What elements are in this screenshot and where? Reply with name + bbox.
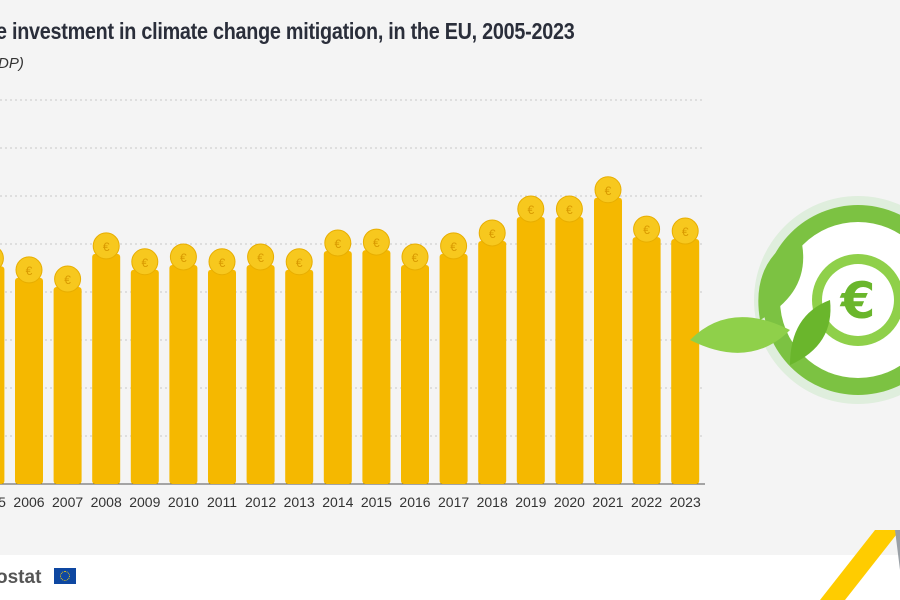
coin-icon (401, 243, 429, 271)
bar-2007 (53, 287, 82, 484)
chart-title: e investment in climate change mitigatio… (0, 18, 575, 44)
x-tick-label: 2021 (592, 494, 623, 510)
coin-icon (517, 195, 545, 223)
x-tick-label: 2005 (0, 494, 6, 510)
euro-icon: € (219, 256, 226, 270)
bar-2022 (632, 237, 661, 484)
x-tick-label: 2020 (554, 494, 585, 510)
x-tick-label: 2010 (168, 494, 199, 510)
coin-icon (169, 243, 197, 271)
x-tick-label: 2023 (670, 494, 701, 510)
euro-icon: € (412, 251, 419, 265)
coin-icon (324, 229, 352, 257)
euro-icon: € (489, 227, 496, 241)
euro-icon: € (643, 223, 650, 237)
coin-icon (131, 248, 159, 276)
euro-icon: € (180, 251, 187, 265)
euro-icon: € (64, 273, 71, 287)
x-tick-label: 2017 (438, 494, 469, 510)
decorative-stripe (820, 530, 900, 600)
coin-icon (633, 215, 661, 243)
x-tick-label: 2014 (322, 494, 353, 510)
coin-icon (362, 228, 390, 256)
coin-icon (285, 248, 313, 276)
coin-icon (671, 217, 699, 245)
x-tick-label: 2012 (245, 494, 276, 510)
euro-icon: € (103, 240, 110, 254)
bar-2021 (594, 197, 622, 484)
leaf-icon (758, 235, 804, 320)
x-tick-label: 2006 (13, 494, 44, 510)
x-tick-label: 2022 (631, 494, 662, 510)
x-tick-label: 2008 (91, 494, 122, 510)
footer: ostat (0, 530, 900, 600)
x-tick-label: 2011 (207, 494, 237, 510)
x-tick-label: 2009 (129, 494, 160, 510)
coin-icon (478, 219, 506, 247)
chart-subtitle: DP) (0, 55, 24, 72)
euro-icon: € (257, 251, 264, 265)
eurostat-logo: ostat (0, 567, 42, 588)
x-tick-label: 2016 (399, 494, 430, 510)
bar-2014 (323, 251, 352, 484)
euro-icon: € (840, 272, 876, 330)
eu-flag-icon (54, 568, 76, 584)
bar-2023 (671, 239, 700, 484)
euro-icon: € (605, 184, 612, 198)
bar-2013 (285, 269, 314, 484)
euro-icon: € (334, 237, 341, 251)
x-tick-label: 2019 (515, 494, 546, 510)
bar-2009 (130, 269, 159, 484)
coin-icon (440, 232, 468, 260)
euro-icon: € (373, 236, 380, 250)
bar-2012 (246, 264, 275, 484)
bar-2016 (401, 264, 429, 484)
euro-icon: € (566, 203, 573, 217)
x-tick-label: 2015 (361, 494, 392, 510)
coin-icon (555, 195, 583, 223)
bar-2015 (362, 250, 391, 484)
bar-2006 (15, 277, 43, 484)
bar-2005 (0, 266, 5, 484)
bar-2018 (478, 240, 507, 484)
x-tick-label: 2013 (284, 494, 315, 510)
coin-icon (92, 232, 120, 260)
coin-icon (0, 248, 4, 268)
coin-icon (208, 248, 236, 276)
bar-chart: € € € € € € € € € € € € € € € € € € € 2005 2006 2007 2008 2009… (0, 99, 900, 510)
coin-icon (15, 256, 43, 284)
coin-icon (594, 176, 622, 204)
euro-icon: € (296, 256, 303, 270)
leaf-icon (690, 317, 790, 353)
bar-2010 (169, 264, 198, 484)
euro-icon: € (527, 203, 534, 217)
bar-2017 (439, 253, 468, 484)
bar-2019 (516, 216, 545, 484)
coin-icon (247, 243, 275, 271)
x-tick-label: 2018 (477, 494, 508, 510)
bar-2020 (555, 216, 584, 484)
euro-icon: € (450, 240, 457, 254)
x-tick-label: 2007 (52, 494, 83, 510)
euro-leaf-illustration: € (690, 196, 900, 404)
euro-icon: € (26, 264, 33, 278)
euro-icon: € (682, 225, 689, 239)
bar-2011 (208, 269, 236, 484)
coin-icon (54, 265, 82, 293)
euro-icon: € (141, 256, 148, 270)
leaf-icon (790, 300, 831, 365)
bar-2008 (92, 253, 121, 484)
